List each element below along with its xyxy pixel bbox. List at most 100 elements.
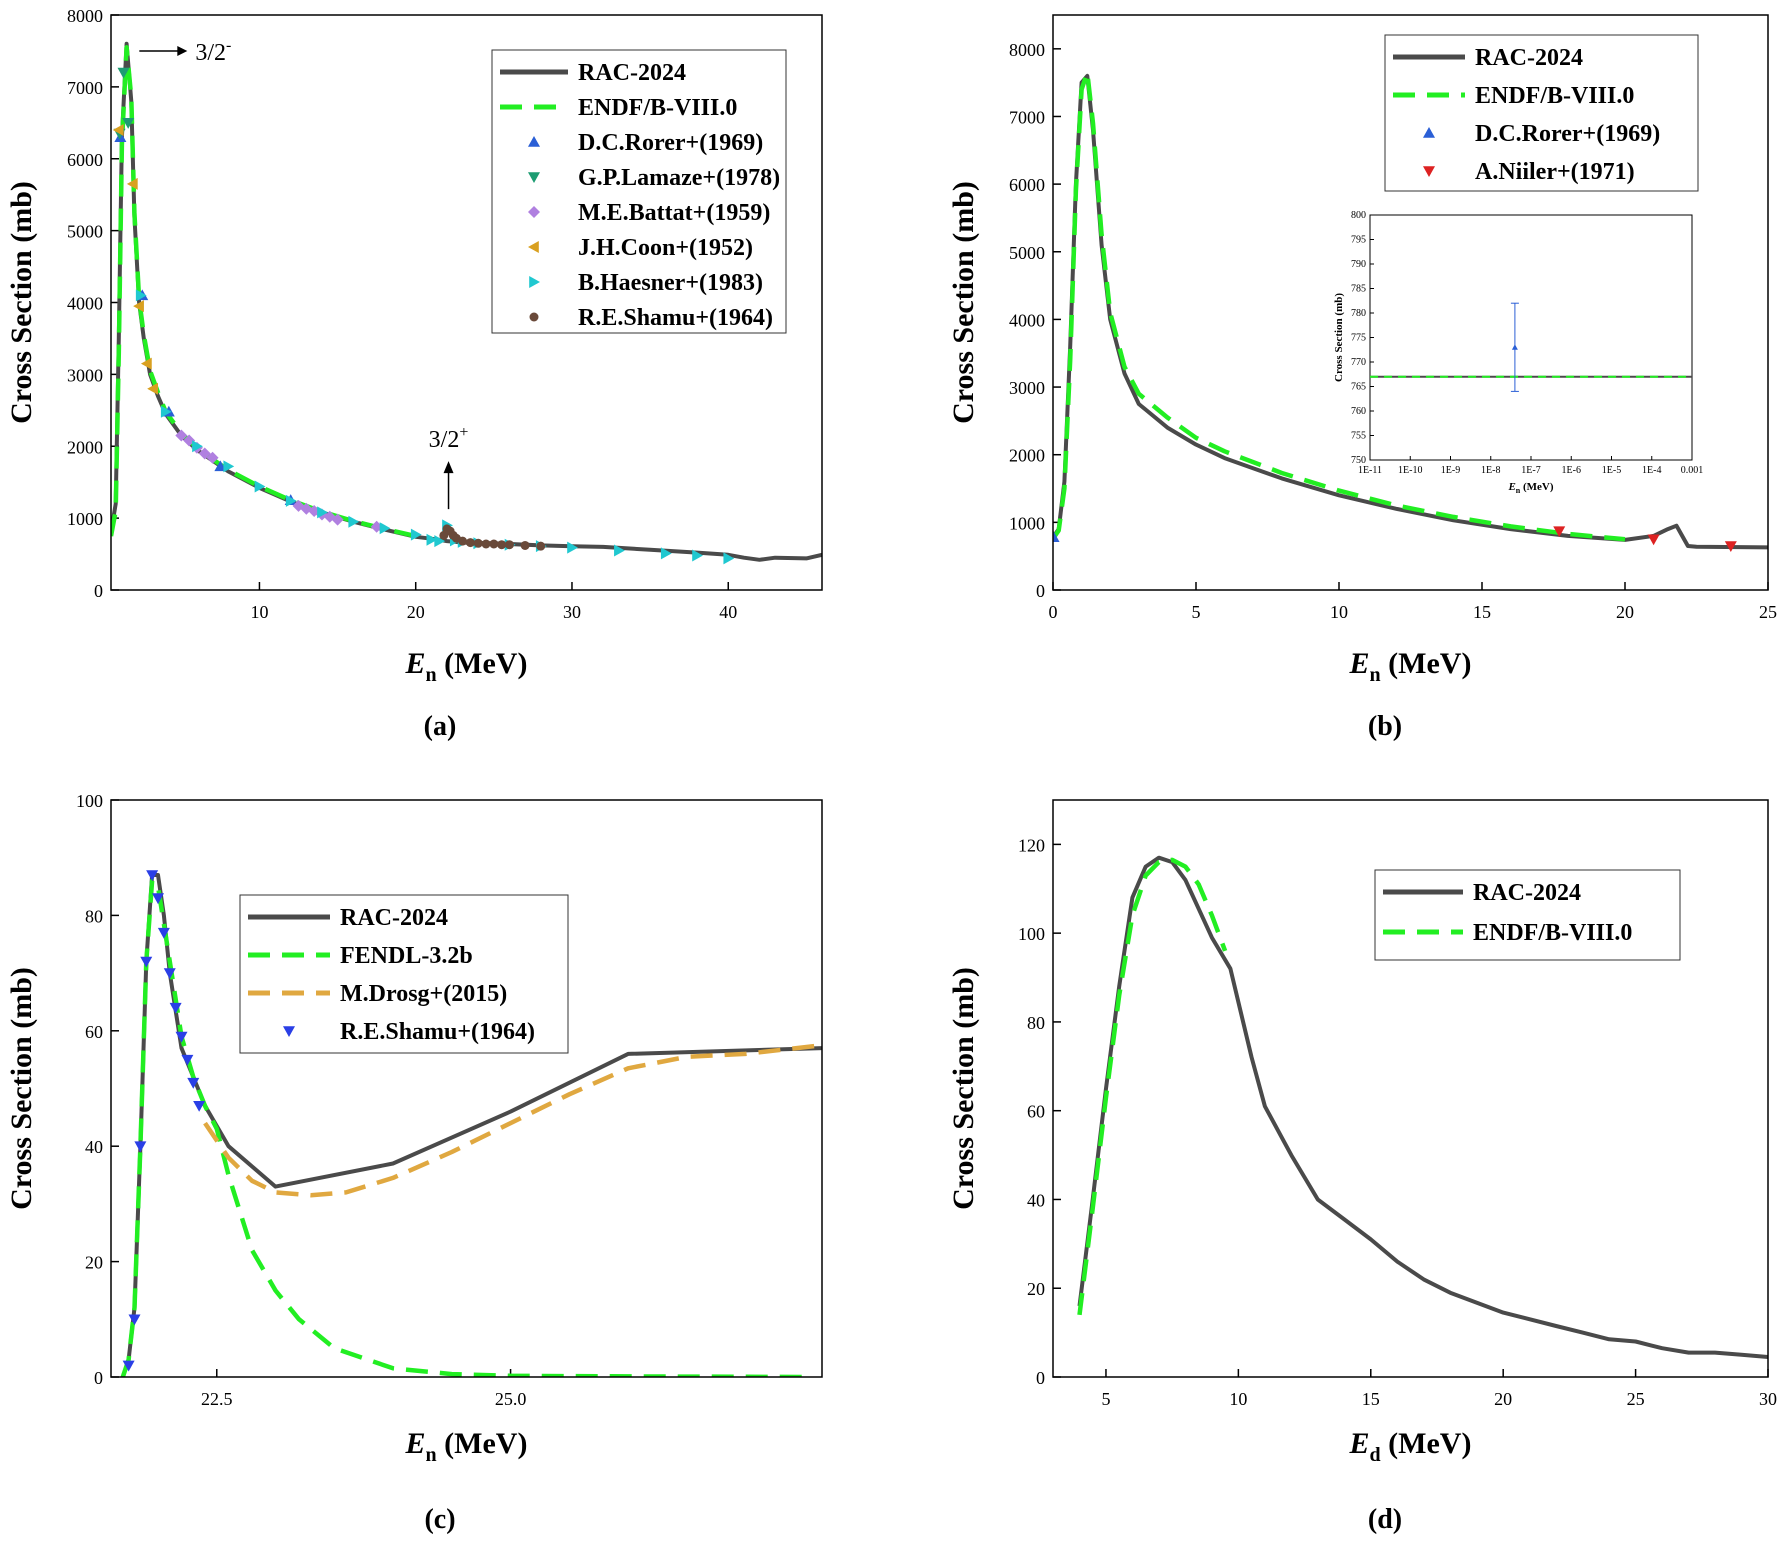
x-axis-label-symbol: E [1349,1427,1370,1460]
x-axis-label: En (MeV) [1349,647,1472,686]
legend-entry-label: RAC-2024 [578,60,686,86]
data-point-j-h-coon-1952- [126,177,138,190]
y-tick-label: 6000 [1009,175,1045,195]
plot-frame [110,14,823,591]
data-point-r-e-shamu-1964- [481,539,491,549]
data-point-r-e-shamu-1964- [504,540,514,550]
data-point-m-e-battat-1959- [198,447,211,460]
x-tick-label: 40 [719,602,737,622]
x-tick-label: 5 [1101,1389,1110,1409]
x-axis-label-subscript: d [1370,1444,1381,1466]
y-tick-label: 8000 [1009,40,1045,60]
x-tick-label: 30 [1759,1389,1777,1409]
data-point-m-e-battat-1959- [331,513,344,526]
data-point-j-h-coon-1952- [147,382,158,395]
y-tick-label: 3000 [1009,378,1045,398]
inset-x-tick-label: 1E-9 [1441,465,1460,476]
y-tick-label: 80 [1027,1013,1045,1033]
legend-entry-label: RAC-2024 [1473,880,1581,906]
data-point-m-e-battat-1959- [183,434,196,447]
y-tick-label: 120 [1018,835,1045,855]
legend: RAC-2024 FENDL-3.2b M.Drosg+(2015) R.E.Sham… [239,894,569,1054]
data-point-b-haesner-1983- [410,528,422,541]
panel-label: (c) [424,1504,455,1535]
legend-entry-label: G.P.Lamaze+(1978) [578,165,780,191]
data-point-r-e-shamu-1964- [169,1002,182,1014]
plot-frame [110,799,823,1378]
data-point-b-haesner-1983- [135,289,147,302]
inset-x-tick-label: 0.001 [1681,465,1704,476]
legend-entry-label: M.Drosg+(2015) [340,981,507,1007]
y-tick-label: 2000 [67,437,103,457]
x-axis-label-symbol: E [1349,647,1370,680]
data-point-a-niiler-1971- [1553,526,1566,538]
legend: RAC-2024 ENDF/B-VIII.0 D.C.Rorer+(1969) G.P… [491,49,787,334]
legend-entry-label: J.H.Coon+(1952) [578,235,753,261]
x-axis-label-subscript: n [426,664,437,686]
data-point-g-p-lamaze-1978- [117,67,130,79]
y-axis-label: Cross Section (mb) [5,967,38,1210]
x-axis-label-unit: (MeV) [1381,647,1472,680]
plot-frame [1052,14,1769,591]
data-point-b-haesner-1983- [660,547,672,560]
series-group [111,41,822,565]
x-axis-label-subscript: n [426,1444,437,1466]
inset-y-tick-label: 795 [1351,235,1366,246]
legend-marker-swatch [1423,166,1435,177]
x-tick-label: 10 [1330,602,1348,622]
data-point-r-e-shamu-1964- [163,968,176,980]
inset-x-tick-label: 1E-11 [1358,465,1382,476]
legend-entry-label: M.E.Battat+(1959) [578,200,770,226]
y-tick-label: 2000 [1009,446,1045,466]
legend-marker-swatch [528,172,540,183]
data-point-m-e-battat-1959- [370,520,383,533]
data-point-b-haesner-1983- [223,460,235,473]
legend-entry-label: R.E.Shamu+(1964) [340,1019,535,1045]
inset-y-axis-label: Cross Section (mb) [1333,293,1345,382]
legend-marker-swatch [283,1026,295,1037]
data-point-m-e-battat-1959- [175,429,188,442]
data-point-r-e-shamu-1964- [134,1141,147,1153]
y-tick-label: 4000 [1009,310,1045,330]
legend-box [1384,34,1699,192]
inset-x-axis-label: En (MeV) [1507,481,1553,495]
legend-marker-swatch [528,206,540,218]
data-point-b-haesner-1983- [317,506,328,519]
chart-panel-c: 0 20 40 60 80 100 22.5 25.0 Cross Section (mb) En… [5,791,823,1535]
legend-entry-label: ENDF/B-VIII.0 [1473,920,1632,946]
y-axis-label: Cross Section (mb) [947,967,980,1210]
data-point-r-e-shamu-1964- [193,1101,206,1112]
inset-x-label-subscript: n [1516,486,1521,495]
series-group [1077,855,1768,1359]
y-tick-label: 5000 [67,222,103,242]
legend-entry-label: FENDL-3.2b [340,943,473,969]
y-axis-label: Cross Section (mb) [947,181,980,424]
y-tick-label: 5000 [1009,243,1045,263]
data-point-g-p-lamaze-1978- [122,118,135,129]
data-point-j-h-coon-1952- [140,357,152,370]
legend-entry-label: R.E.Shamu+(1964) [578,305,773,331]
data-point-b-haesner-1983- [723,552,735,565]
inset-y-tick-label: 785 [1351,284,1366,295]
x-tick-label: 25 [1759,602,1777,622]
y-tick-label: 4000 [67,294,103,314]
legend-entry-label: D.C.Rorer+(1969) [578,130,763,156]
chart-panel-d: 0 20 40 60 80 100 120 5 10 15 20 25 30 Cross Section … [947,799,1777,1535]
data-point-b-haesner-1983- [692,549,703,562]
data-point-r-e-shamu-1964- [458,536,468,546]
y-tick-label: 3000 [67,365,103,385]
inset-frame [1369,214,1693,461]
y-tick-label: 0 [94,1368,103,1388]
data-point-b-haesner-1983- [426,533,438,546]
legend-entry-label: RAC-2024 [340,905,448,931]
inset-x-tick-label: 1E-8 [1481,465,1500,476]
data-point-b-haesner-1983- [254,480,266,493]
x-tick-label: 15 [1362,1389,1380,1409]
x-tick-label: 30 [563,602,581,622]
y-tick-label: 40 [85,1137,103,1157]
inset-y-tick-label: 800 [1351,210,1366,221]
y-tick-label: 100 [76,791,103,811]
data-point-b-haesner-1983- [567,541,578,554]
data-point-d-c-rorer-1969- [214,460,227,472]
chart-panel-a: 0 1000 2000 3000 4000 5000 6000 7000 8000 10 20 30 4… [5,6,823,742]
